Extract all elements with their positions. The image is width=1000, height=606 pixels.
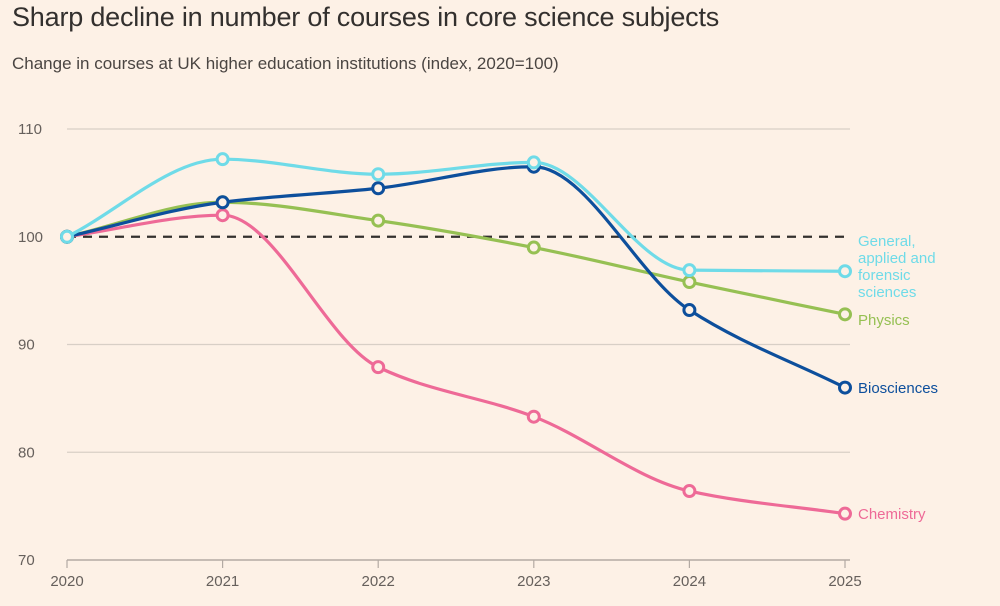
data-point bbox=[371, 213, 386, 228]
series-label-biosciences: Biosciences bbox=[858, 380, 938, 397]
data-point bbox=[838, 264, 852, 279]
data-point bbox=[526, 409, 541, 424]
chart-subtitle: Change in courses at UK higher education… bbox=[12, 54, 559, 73]
series-label-line: Chemistry bbox=[858, 506, 926, 523]
series-label-line: Physics bbox=[858, 312, 910, 329]
series-line-chemistry bbox=[65, 213, 847, 516]
series-label-line: General, bbox=[858, 233, 916, 250]
series-chemistry bbox=[60, 208, 852, 521]
gridlines bbox=[67, 128, 850, 453]
x-axis: 2020 2021 2022 2023 2024 2025 bbox=[50, 559, 862, 590]
series-label-line: forensic bbox=[858, 267, 911, 284]
data-point bbox=[838, 506, 852, 521]
data-point bbox=[682, 275, 697, 290]
series-biosciences bbox=[60, 159, 852, 395]
series-label-line: applied and bbox=[858, 250, 936, 267]
y-tick-label: 100 bbox=[18, 229, 43, 246]
x-tick-label: 2022 bbox=[362, 573, 395, 590]
data-point bbox=[682, 303, 697, 318]
y-tick-label: 80 bbox=[18, 444, 35, 461]
data-point bbox=[526, 155, 541, 170]
series-label-line: sciences bbox=[858, 284, 916, 301]
data-point bbox=[526, 240, 541, 255]
x-tick-label: 2023 bbox=[517, 573, 550, 590]
series-label-physics: Physics bbox=[858, 312, 910, 329]
x-tick-label: 2025 bbox=[828, 573, 861, 590]
series-label-chemistry: Chemistry bbox=[858, 506, 926, 523]
series-lines bbox=[60, 152, 852, 521]
data-point bbox=[838, 380, 852, 395]
data-point bbox=[371, 167, 386, 182]
data-point bbox=[371, 360, 386, 375]
series-line-physics bbox=[65, 200, 847, 316]
data-point bbox=[215, 195, 230, 210]
data-point bbox=[838, 307, 852, 322]
series-line-biosciences bbox=[65, 165, 847, 390]
x-tick-label: 2021 bbox=[206, 573, 239, 590]
series-label-line: Biosciences bbox=[858, 380, 938, 397]
y-tick-label: 90 bbox=[18, 337, 35, 354]
x-tick-label: 2024 bbox=[673, 573, 706, 590]
series-general-applied-and-forensic-sciences bbox=[60, 152, 852, 279]
series-physics bbox=[60, 195, 852, 322]
chart-title: Sharp decline in number of courses in co… bbox=[12, 2, 720, 32]
data-point bbox=[371, 181, 386, 196]
series-line-general-applied-and-forensic-sciences bbox=[65, 157, 847, 273]
y-axis: 70 80 90 100 110 bbox=[18, 121, 43, 569]
x-tick-label: 2020 bbox=[50, 573, 83, 590]
data-point bbox=[215, 208, 230, 223]
series-labels: General, applied and forensic sciences Biosc… bbox=[858, 233, 938, 523]
data-point bbox=[215, 152, 230, 167]
series-label-general-applied-and-forensic-sciences: General, applied and forensic sciences bbox=[858, 233, 936, 301]
y-tick-label: 70 bbox=[18, 552, 35, 569]
data-point bbox=[60, 229, 74, 244]
data-point bbox=[682, 484, 697, 499]
data-point bbox=[682, 263, 697, 278]
y-tick-label: 110 bbox=[18, 121, 42, 138]
